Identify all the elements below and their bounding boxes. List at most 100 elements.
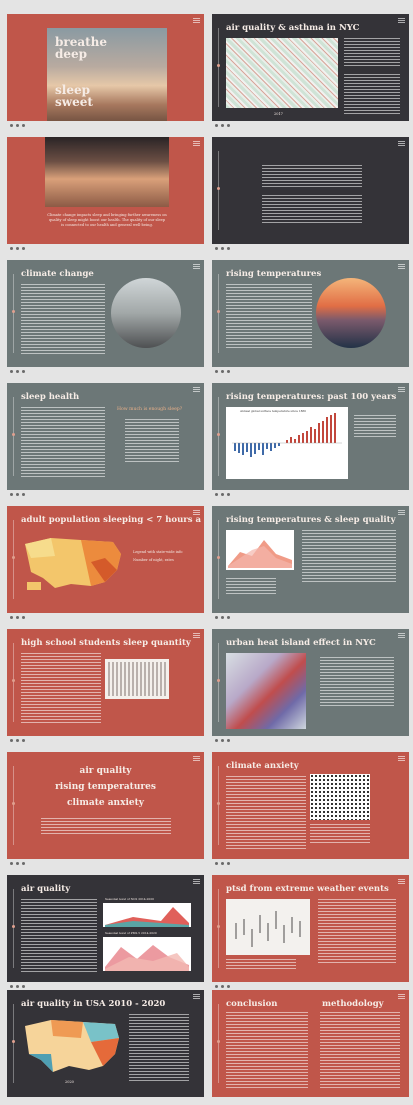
menu-icon[interactable] <box>193 387 200 392</box>
timeline-line <box>217 766 220 845</box>
chart-title: Annual global surface temperature since … <box>240 409 306 413</box>
menu-icon[interactable] <box>193 141 200 146</box>
timeline-line <box>12 274 15 353</box>
slide-title: high school students sleep quantity <box>21 638 191 648</box>
no2-chart <box>103 903 191 927</box>
slide-title: rising temperatures: past 100 years <box>226 392 397 402</box>
body-text <box>320 657 394 707</box>
timeline-line <box>217 28 220 107</box>
chart-notes <box>310 824 370 844</box>
slide-title-2: methodology <box>322 999 384 1009</box>
panel-title-1: Seasonal level of NO2 2014-2020 <box>105 897 154 901</box>
temperature-chart: Annual global surface temperature since … <box>226 407 348 479</box>
section-line-2: rising temperatures <box>55 782 156 792</box>
sunset-photo <box>316 278 386 348</box>
slide-title: climate change <box>21 269 94 279</box>
slide-12[interactable]: urban heat island effect in NYC <box>212 629 409 736</box>
timeline-line <box>217 151 220 230</box>
menu-icon[interactable] <box>193 264 200 269</box>
menu-icon[interactable] <box>398 264 405 269</box>
chart-notes <box>354 415 396 437</box>
body-text <box>226 776 306 850</box>
slide-14[interactable]: climate anxiety <box>212 752 409 859</box>
menu-icon[interactable] <box>398 510 405 515</box>
us-sleep-map <box>25 538 121 590</box>
clouds-photo <box>45 137 169 207</box>
slide-4[interactable] <box>212 137 409 244</box>
menu-icon[interactable] <box>398 387 405 392</box>
menu-icon[interactable] <box>193 879 200 884</box>
timeline-line <box>217 397 220 476</box>
slide-9[interactable]: adult population sleeping < 7 hours a ni… <box>7 506 204 613</box>
timeline-line <box>12 889 15 968</box>
section-line-1: air quality <box>79 766 132 776</box>
timeline-line <box>12 520 15 599</box>
body-text <box>226 284 312 348</box>
menu-icon[interactable] <box>398 879 405 884</box>
pm25-chart-svg <box>105 945 189 971</box>
callout-list <box>125 419 179 463</box>
body-text <box>302 530 396 584</box>
nyc-map <box>226 38 338 108</box>
timeline-line <box>12 1004 15 1083</box>
menu-icon[interactable] <box>398 141 405 146</box>
ptsd-chart <box>226 899 310 955</box>
heat-island-map <box>226 653 306 729</box>
slide-13[interactable]: air quality rising temperatures climate … <box>7 752 204 859</box>
sleep-area-chart <box>226 530 294 570</box>
pm25-chart <box>103 937 191 971</box>
body-text <box>21 284 105 354</box>
slide-8[interactable]: rising temperatures: past 100 years Annu… <box>212 383 409 490</box>
menu-icon[interactable] <box>193 633 200 638</box>
menu-icon[interactable] <box>398 18 405 23</box>
map-year: 2017 <box>274 112 283 116</box>
menu-icon[interactable] <box>193 18 200 23</box>
menu-icon[interactable] <box>398 756 405 761</box>
slide-11[interactable]: high school students sleep quantity <box>7 629 204 736</box>
paragraph-text-2 <box>262 195 362 223</box>
slide-title: adult population sleeping < 7 hours a ni… <box>21 515 204 525</box>
slide-18[interactable]: conclusion methodology <box>212 990 409 1097</box>
methodology-text <box>320 1012 400 1090</box>
body-text <box>21 653 101 725</box>
timeline-line <box>12 643 15 722</box>
panel-title-2: Seasonal level of PM2.5 2014-2020 <box>105 931 157 935</box>
timeline-line <box>12 766 15 845</box>
slide-10[interactable]: rising temperatures & sleep quality <box>212 506 409 613</box>
timeline-line <box>217 643 220 722</box>
slide-16[interactable]: ptsd from extreme weather events <box>212 875 409 982</box>
callout: How much is enough sleep? <box>117 407 183 412</box>
slide-title: air quality in USA 2010 - 2020 <box>21 999 166 1009</box>
slide-title: sleep health <box>21 392 80 402</box>
intro-caption: Climate change impacts sleep and bringin… <box>47 213 167 227</box>
slide-title: urban heat island effect in NYC <box>226 638 376 648</box>
slide-15[interactable]: air quality Seasonal level of NO2 2014-2… <box>7 875 204 982</box>
legend-text <box>344 38 400 68</box>
body-text <box>41 818 171 836</box>
slide-1[interactable]: breathe deep sleep sweet <box>7 14 204 121</box>
timeline-line <box>217 889 220 968</box>
ptsd-chart-svg <box>235 911 301 947</box>
slide-title: climate anxiety <box>226 761 299 771</box>
slide-6[interactable]: rising temperatures <box>212 260 409 367</box>
slide-title: breathe deep <box>55 35 108 61</box>
conclusion-text <box>226 1012 308 1090</box>
menu-icon[interactable] <box>398 633 405 638</box>
menu-icon[interactable] <box>193 756 200 761</box>
menu-icon[interactable] <box>398 994 405 999</box>
menu-icon[interactable] <box>193 994 200 999</box>
slide-5[interactable]: climate change <box>7 260 204 367</box>
chart-legend <box>226 578 276 596</box>
slide-subtitle: sleep sweet <box>55 83 93 109</box>
slide-7[interactable]: sleep health How much is enough sleep? <box>7 383 204 490</box>
menu-icon[interactable] <box>193 510 200 515</box>
temperature-bars <box>232 413 342 457</box>
timeline-line <box>217 520 220 599</box>
slide-2[interactable]: air quality & asthma in NYC 2017 <box>212 14 409 121</box>
timeline-line <box>217 1004 220 1083</box>
slide-17[interactable]: air quality in USA 2010 - 2020 2020 <box>7 990 204 1097</box>
factory-photo <box>111 278 181 348</box>
slide-title: air quality & asthma in NYC <box>226 23 360 33</box>
slide-3[interactable]: Climate change impacts sleep and bringin… <box>7 137 204 244</box>
